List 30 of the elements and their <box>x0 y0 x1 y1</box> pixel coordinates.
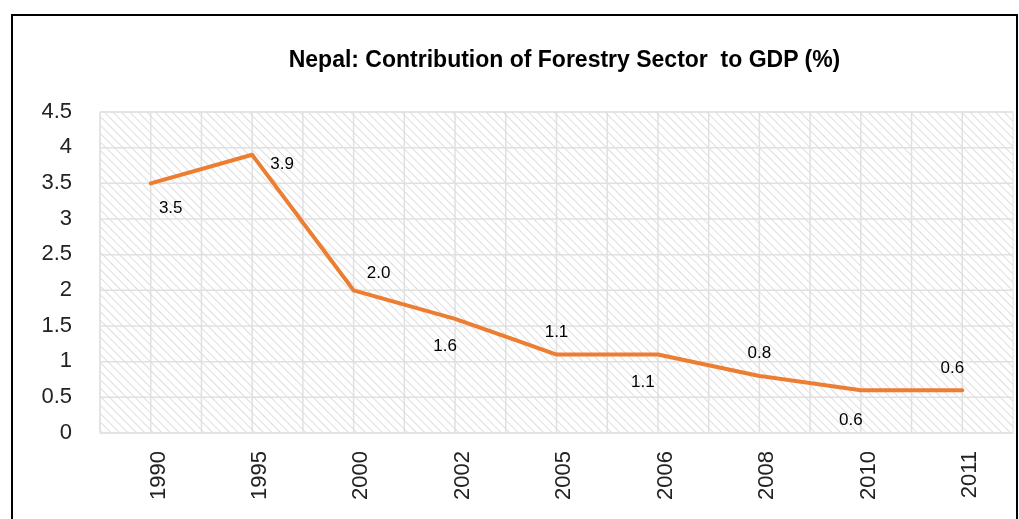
data-label: 0.6 <box>940 357 965 377</box>
x-tick-label: 2006 <box>651 451 677 500</box>
x-tick-label: 1990 <box>144 451 170 500</box>
x-tick-label: 2008 <box>753 451 779 500</box>
data-label: 0.6 <box>839 409 863 429</box>
y-tick-label: 2 <box>59 276 72 302</box>
x-tick-label: 1995 <box>245 451 271 500</box>
x-tick-label: 2002 <box>448 451 474 500</box>
y-tick-label: 3 <box>59 204 72 230</box>
y-tick-label: 2.5 <box>41 240 72 266</box>
line-series <box>148 152 965 393</box>
y-tick-label: 1 <box>59 347 72 373</box>
y-tick-label: 0.5 <box>41 383 72 409</box>
data-label: 1.6 <box>433 336 457 356</box>
data-label: 1.1 <box>544 322 569 342</box>
data-label: 2.0 <box>366 262 391 282</box>
data-label: 3.9 <box>270 154 294 174</box>
y-tick-label: 4.5 <box>41 97 72 123</box>
y-tick-label: 0 <box>59 418 72 444</box>
data-label: 3.5 <box>158 197 183 217</box>
y-tick-label: 3.5 <box>41 169 72 195</box>
y-tick-label: 4 <box>59 133 72 159</box>
chart-title: Nepal: Contribution of Forestry Sector to GDP (%) <box>288 46 841 72</box>
x-tick-label: 2005 <box>550 451 576 500</box>
data-label: 1.1 <box>631 372 655 392</box>
x-tick-label: 2010 <box>854 451 880 500</box>
y-tick-label: 1.5 <box>41 311 72 337</box>
x-tick-label: 2000 <box>347 451 373 500</box>
x-tick-label: 2011 <box>956 451 982 499</box>
data-label: 0.8 <box>747 343 772 363</box>
